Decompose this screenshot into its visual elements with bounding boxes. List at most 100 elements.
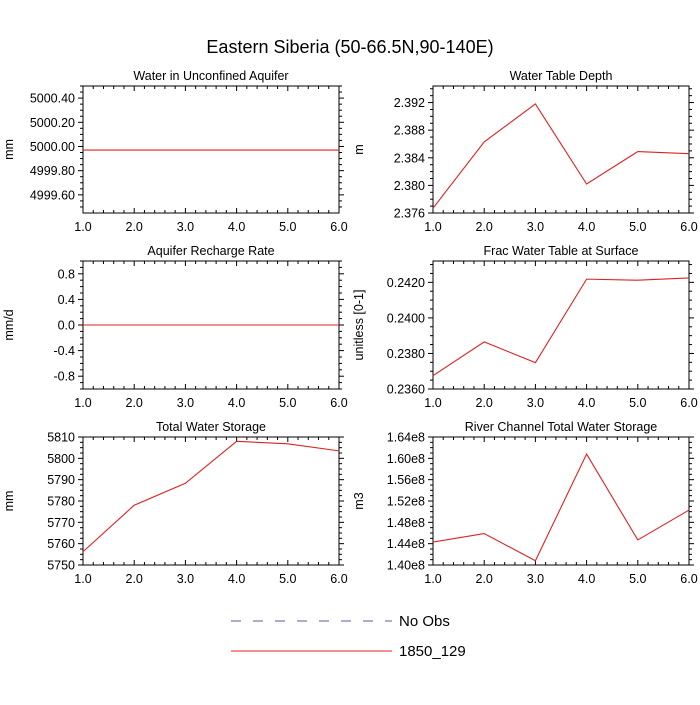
x-tick-label: 3.0 <box>527 220 544 234</box>
y-axis-label: m3 <box>352 492 366 509</box>
x-tick-label: 3.0 <box>177 220 194 234</box>
x-tick-label: 5.0 <box>279 572 296 586</box>
y-tick-label: 2.392 <box>394 96 425 110</box>
x-tick-label: 2.0 <box>476 220 493 234</box>
y-tick-label: 2.384 <box>394 151 425 165</box>
plot-frame <box>82 85 340 214</box>
x-tick-label: 4.0 <box>228 396 245 410</box>
x-tick-label: 4.0 <box>578 220 595 234</box>
panel-2: Water Table Depth m 1.0 2.0 3.0 4.0 5.0 6.0 2.37… <box>352 69 698 234</box>
x-tick-label: 2.0 <box>126 220 143 234</box>
y-tick-label: 1.44e8 <box>387 537 425 551</box>
panel-title: Aquifer Recharge Rate <box>147 244 274 258</box>
y-tick-label: 1.48e8 <box>387 516 425 530</box>
panels: Water in Unconfined Aquifer mm 1.0 2.0 3.0 4.… <box>2 69 698 586</box>
x-tick-label: 5.0 <box>279 220 296 234</box>
panel-6: River Channel Total Water Storage m3 1.0 2.… <box>352 420 698 586</box>
x-tick-label: 2.0 <box>476 396 493 410</box>
y-axis-label: mm <box>2 491 16 512</box>
panel-title: River Channel Total Water Storage <box>465 420 658 434</box>
x-tick-label: 5.0 <box>629 396 646 410</box>
y-tick-label: 5810 <box>47 431 75 445</box>
y-tick-label: 5760 <box>47 537 75 551</box>
x-tick-label: 5.0 <box>279 396 296 410</box>
x-tick-label: 4.0 <box>578 572 595 586</box>
x-tick-label: 2.0 <box>476 572 493 586</box>
y-tick-label: 0.0 <box>58 319 75 333</box>
x-tick-label: 3.0 <box>527 572 544 586</box>
y-tick-label: 5790 <box>47 473 75 487</box>
x-tick-label: 1.0 <box>424 572 441 586</box>
y-tick-label: 1.40e8 <box>387 559 425 573</box>
x-tick-label: 5.0 <box>629 572 646 586</box>
x-tick-label: 4.0 <box>228 572 245 586</box>
x-tick-label: 1.0 <box>74 572 91 586</box>
y-tick-label: 0.8 <box>58 267 75 281</box>
legend: No Obs 1850_129 <box>231 613 466 660</box>
panel-title: Frac Water Table at Surface <box>484 244 639 258</box>
plot-frame <box>82 436 340 566</box>
panel-title: Water Table Depth <box>510 69 613 83</box>
y-tick-label: 0.2400 <box>387 311 425 325</box>
series-line <box>432 452 690 562</box>
x-tick-label: 6.0 <box>330 572 347 586</box>
y-tick-label: 2.388 <box>394 124 425 138</box>
plot-frame <box>432 85 690 214</box>
y-tick-label: 2.380 <box>394 179 425 193</box>
y-tick-label: 0.4 <box>58 293 75 307</box>
y-axis-label: mm <box>2 139 16 160</box>
y-tick-label: 4999.60 <box>30 188 75 202</box>
y-tick-label: 1.56e8 <box>387 473 425 487</box>
panel-4: Frac Water Table at Surface unitless [0-1… <box>352 244 698 410</box>
legend-item: No Obs <box>231 613 450 630</box>
x-tick-label: 4.0 <box>228 220 245 234</box>
y-tick-label: 0.2360 <box>387 383 425 397</box>
y-axis-label: m <box>352 144 366 154</box>
y-tick-label: 1.60e8 <box>387 452 425 466</box>
panel-1: Water in Unconfined Aquifer mm 1.0 2.0 3.0 4.… <box>2 69 348 234</box>
x-tick-label: 6.0 <box>680 220 697 234</box>
x-tick-label: 6.0 <box>680 572 697 586</box>
x-tick-label: 2.0 <box>126 396 143 410</box>
panel-5: Total Water Storage mm 1.0 2.0 3.0 4.0 5.0 6.0 5… <box>2 420 348 586</box>
panel-3: Aquifer Recharge Rate mm/d 1.0 2.0 3.0 4.0 5.0… <box>2 244 348 410</box>
x-tick-label: 3.0 <box>177 572 194 586</box>
y-tick-label: 4999.80 <box>30 164 75 178</box>
y-axis-label: unitless [0-1] <box>352 290 366 361</box>
y-tick-label: 5000.40 <box>30 92 75 106</box>
series-line <box>432 277 690 377</box>
plot-frame <box>432 436 690 566</box>
y-tick-label: 1.64e8 <box>387 431 425 445</box>
x-tick-label: 1.0 <box>424 396 441 410</box>
y-tick-label: 0.2380 <box>387 347 425 361</box>
x-tick-label: 3.0 <box>177 396 194 410</box>
x-tick-label: 1.0 <box>424 220 441 234</box>
y-tick-label: 5800 <box>47 452 75 466</box>
page-title: Eastern Siberia (50-66.5N,90-140E) <box>206 37 493 57</box>
legend-label: 1850_129 <box>399 643 466 660</box>
series-line <box>432 103 690 209</box>
y-tick-label: 5750 <box>47 559 75 573</box>
x-tick-label: 6.0 <box>330 396 347 410</box>
y-tick-label: 5000.00 <box>30 140 75 154</box>
legend-label: No Obs <box>399 613 450 630</box>
x-tick-label: 1.0 <box>74 220 91 234</box>
y-tick-label: 1.52e8 <box>387 495 425 509</box>
x-tick-label: 4.0 <box>578 396 595 410</box>
y-tick-label: -0.8 <box>53 370 75 384</box>
x-tick-label: 3.0 <box>527 396 544 410</box>
plot-frame <box>432 260 690 390</box>
y-tick-label: 0.2420 <box>387 276 425 290</box>
panel-title: Water in Unconfined Aquifer <box>133 69 288 83</box>
y-axis-label: mm/d <box>2 309 16 340</box>
x-tick-label: 6.0 <box>330 220 347 234</box>
y-tick-label: 5780 <box>47 495 75 509</box>
y-tick-label: 2.376 <box>394 207 425 221</box>
x-tick-label: 5.0 <box>629 220 646 234</box>
y-tick-label: -0.4 <box>53 344 75 358</box>
x-tick-label: 1.0 <box>74 396 91 410</box>
x-tick-label: 6.0 <box>680 396 697 410</box>
panel-title: Total Water Storage <box>156 420 266 434</box>
y-tick-label: 5770 <box>47 516 75 530</box>
